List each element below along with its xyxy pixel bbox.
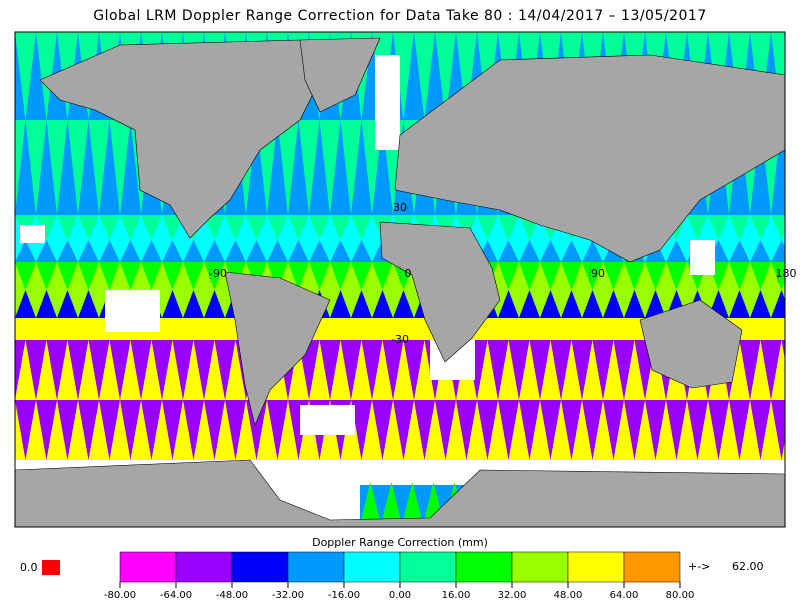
no-data (105, 290, 160, 332)
colorbar-tick-label: 48.00 (554, 590, 583, 600)
no-data (20, 225, 45, 243)
missing-label: 0.0 (20, 561, 38, 574)
colorbar-swatch (287, 551, 345, 583)
colorbar-tick-label: -32.00 (272, 590, 304, 600)
colorbar-tick-label: -48.00 (216, 590, 248, 600)
colorbar-tick-label: -16.00 (328, 590, 360, 600)
missing-swatch (42, 560, 60, 575)
colorbar-tick-label: -80.00 (104, 590, 136, 600)
lat-label: -30 (391, 333, 409, 346)
colorbar-tick-label: 80.00 (666, 590, 695, 600)
overflow-arrow: +-> (688, 560, 710, 573)
colorbar-swatch (343, 551, 401, 583)
colorbar-swatch (567, 551, 625, 583)
lon-label: 0 (405, 267, 412, 280)
landmass (379, 221, 501, 363)
landmass (639, 299, 743, 389)
colorbar-swatch (511, 551, 569, 583)
colorbar-label: Doppler Range Correction (mm) (312, 536, 488, 549)
landmass (299, 37, 381, 113)
colorbar-swatch (623, 551, 681, 583)
title: Global LRM Doppler Range Correction for … (93, 8, 706, 24)
lon-label: 180 (776, 267, 797, 280)
colorbar-swatch (119, 551, 177, 583)
colorbar-tick-label: -64.00 (160, 590, 192, 600)
colorbar-swatch (455, 551, 513, 583)
swath-triangles (15, 400, 785, 460)
lat-label: 30 (393, 201, 407, 214)
swath-band (15, 318, 785, 340)
colorbar-swatch (175, 551, 233, 583)
no-data (690, 240, 715, 275)
no-data (300, 405, 355, 435)
colorbar-tick-label: 0.00 (389, 590, 411, 600)
map: -90 0 90 180 30 -30 (15, 32, 797, 527)
colorbar-tick-label: 64.00 (610, 590, 639, 600)
landmass (394, 54, 785, 263)
colorbar-swatch (399, 551, 457, 583)
no-data (375, 55, 400, 150)
colorbar-tick-label: 32.00 (498, 590, 527, 600)
overflow-label: 62.00 (732, 560, 764, 573)
landmass (15, 459, 785, 527)
colorbar-tick-label: 16.00 (442, 590, 471, 600)
landmass (224, 271, 331, 426)
colorbar-swatch (231, 551, 289, 583)
map-layer (15, 32, 785, 527)
map-frame (14, 31, 786, 528)
swath-triangles (15, 290, 785, 318)
swath-triangles (15, 340, 785, 400)
lon-label: -90 (209, 267, 227, 280)
lon-label: 90 (591, 267, 605, 280)
